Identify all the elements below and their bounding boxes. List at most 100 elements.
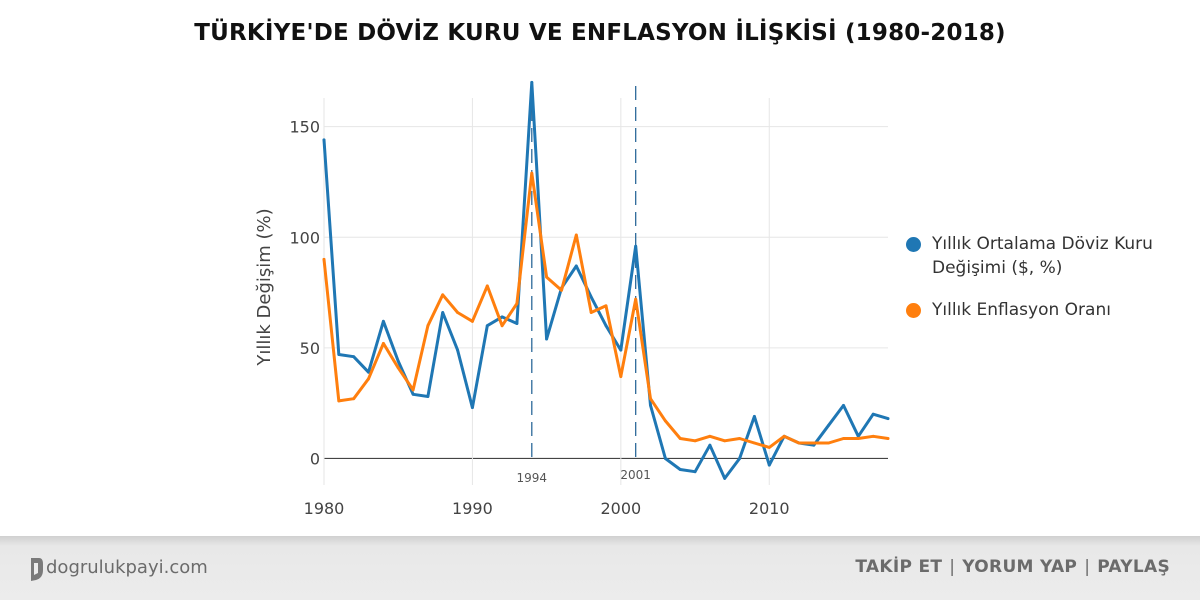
data-point-inflation xyxy=(604,304,608,308)
data-point-inflation xyxy=(337,399,341,403)
data-point-inflation xyxy=(871,434,875,438)
y-axis-label: Yıllık Değişim (%) xyxy=(254,208,275,366)
data-point-exchange-rate xyxy=(827,423,831,427)
legend-swatch xyxy=(906,303,921,318)
dogrulukpayi-logo-icon xyxy=(31,558,43,581)
data-point-exchange-rate xyxy=(619,348,623,352)
data-point-exchange-rate xyxy=(708,443,712,447)
data-point-inflation xyxy=(381,342,385,345)
data-point-inflation xyxy=(441,293,445,297)
data-point-exchange-rate xyxy=(589,295,593,299)
data-point-exchange-rate xyxy=(634,244,638,248)
data-point-exchange-rate xyxy=(515,322,519,325)
data-point-inflation xyxy=(426,324,430,328)
grid-layer xyxy=(323,98,888,485)
series-line-exchange-rate xyxy=(322,80,890,480)
data-point-inflation xyxy=(708,434,712,438)
annotation-layer: 1994 2001 xyxy=(517,86,651,485)
chart-title: TÜRKİYE'DE DÖVİZ KURU VE ENFLASYON İLİŞK… xyxy=(194,20,1006,46)
annotation-label-2001: 2001 xyxy=(620,468,651,482)
data-point-exchange-rate xyxy=(842,403,845,407)
data-point-exchange-rate xyxy=(649,403,652,407)
data-point-inflation xyxy=(471,319,474,323)
footer-actions: TAKİP ET | YORUM YAP | PAYLAŞ xyxy=(855,557,1170,577)
data-point-exchange-rate xyxy=(678,468,682,471)
data-point-inflation xyxy=(663,419,667,423)
data-point-exchange-rate xyxy=(753,415,756,418)
data-point-inflation xyxy=(589,311,593,314)
data-point-inflation xyxy=(322,257,326,261)
data-point-exchange-rate xyxy=(886,417,890,421)
legend-item[interactable]: Yıllık Ortalama Döviz Kuru Değişimi ($, … xyxy=(906,232,1162,280)
footer-site-link[interactable]: dogrulukpayi.com xyxy=(46,557,208,578)
data-point-inflation xyxy=(842,437,845,440)
data-point-inflation xyxy=(767,445,771,449)
axis-layer: 0 50 100 150 1980 1990 2000 2010 Yıllık Değişim … xyxy=(254,118,790,518)
x-tick-label: 1990 xyxy=(452,499,493,518)
data-point-inflation xyxy=(574,233,578,237)
y-tick-label: 150 xyxy=(289,118,320,137)
data-point-inflation xyxy=(723,439,727,443)
data-point-exchange-rate xyxy=(396,359,400,363)
data-point-inflation xyxy=(856,437,860,440)
data-point-inflation xyxy=(619,375,623,379)
data-point-inflation xyxy=(396,366,400,370)
y-tick-label: 100 xyxy=(289,228,320,247)
y-tick-label: 50 xyxy=(300,339,320,358)
data-point-exchange-rate xyxy=(411,392,415,396)
data-point-exchange-rate xyxy=(352,355,356,359)
data-point-exchange-rate xyxy=(663,457,667,460)
data-point-inflation xyxy=(634,297,638,301)
data-point-exchange-rate xyxy=(545,337,549,341)
data-point-inflation xyxy=(753,441,756,445)
data-point-inflation xyxy=(515,302,519,306)
data-point-exchange-rate xyxy=(767,463,771,467)
y-tick-label: 0 xyxy=(310,449,320,468)
data-point-exchange-rate xyxy=(456,348,459,352)
data-point-exchange-rate xyxy=(471,406,474,409)
footer-bar: dogrulukpayi.com TAKİP ET | YORUM YAP | PAYL… xyxy=(0,536,1200,600)
x-tick-label: 1980 xyxy=(304,499,345,518)
legend-label: Yıllık Ortalama Döviz Kuru Değişimi ($, … xyxy=(932,234,1153,278)
annotation-label-1994: 1994 xyxy=(517,471,548,485)
follow-link[interactable]: TAKİP ET xyxy=(855,557,943,577)
data-point-inflation xyxy=(545,275,549,279)
data-point-exchange-rate xyxy=(381,319,385,323)
data-point-exchange-rate xyxy=(723,476,727,480)
data-point-inflation xyxy=(352,397,356,401)
data-point-inflation xyxy=(738,437,741,440)
data-point-exchange-rate xyxy=(871,412,875,416)
data-point-exchange-rate xyxy=(604,324,608,328)
data-point-inflation xyxy=(500,324,504,328)
data-point-inflation xyxy=(797,441,801,445)
data-point-inflation xyxy=(886,437,890,440)
data-point-exchange-rate xyxy=(337,353,341,356)
data-point-exchange-rate xyxy=(738,457,741,460)
data-point-exchange-rate xyxy=(426,395,430,398)
line-chart: 1994 2001 0 50 100 150 1980 1990 2000 2010 Yıllık… xyxy=(254,80,890,518)
data-point-exchange-rate xyxy=(322,138,326,142)
separator: | xyxy=(1084,557,1091,577)
data-point-inflation xyxy=(812,441,816,445)
data-point-inflation xyxy=(411,388,415,392)
separator: | xyxy=(949,557,956,577)
share-link[interactable]: PAYLAŞ xyxy=(1097,557,1170,577)
data-point-exchange-rate xyxy=(485,324,489,328)
data-point-inflation xyxy=(485,284,489,288)
data-point-inflation xyxy=(649,397,652,401)
x-tick-label: 2000 xyxy=(600,499,641,518)
data-point-inflation xyxy=(693,439,697,443)
legend-item[interactable]: Yıllık Enflasyon Oranı xyxy=(906,298,1162,322)
data-point-exchange-rate xyxy=(367,370,370,374)
comment-link[interactable]: YORUM YAP xyxy=(962,557,1078,577)
data-point-inflation xyxy=(782,434,786,438)
data-point-inflation xyxy=(678,437,682,440)
data-point-inflation xyxy=(560,288,563,292)
legend-swatch xyxy=(906,237,921,252)
data-point-inflation xyxy=(530,171,534,175)
x-tick-label: 2010 xyxy=(749,499,790,518)
series-line-inflation xyxy=(322,171,890,449)
data-point-inflation xyxy=(367,377,370,381)
data-point-inflation xyxy=(827,441,831,445)
data-point-exchange-rate xyxy=(574,264,578,268)
